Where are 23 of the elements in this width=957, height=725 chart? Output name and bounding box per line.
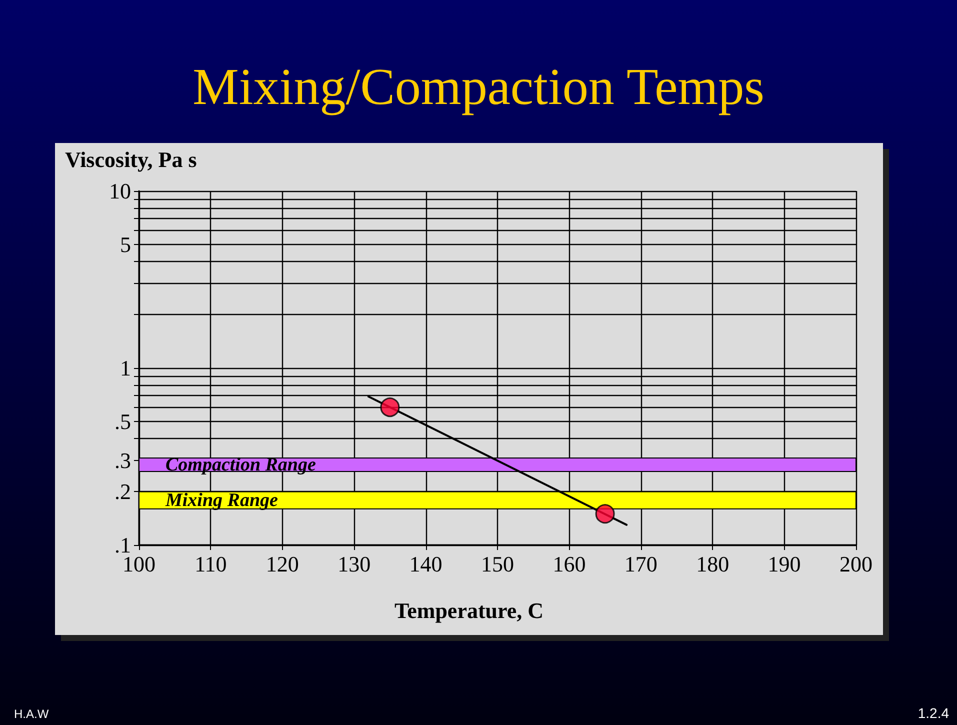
band-label: Mixing Range xyxy=(164,490,279,511)
x-tick-label: 120 xyxy=(266,552,299,576)
x-tick-label: 160 xyxy=(552,552,586,576)
x-tick-label: 190 xyxy=(768,552,801,576)
y-tick-label: .2 xyxy=(114,479,131,504)
y-tick-label: .5 xyxy=(114,408,131,434)
x-tick-label: 140 xyxy=(409,552,442,576)
y-tick-label: 10 xyxy=(109,178,131,204)
x-tick-label: 170 xyxy=(624,552,658,576)
chart-title: Mixing/Compaction Temps xyxy=(192,58,766,117)
x-tick-label: 130 xyxy=(338,552,371,576)
x-tick-label: 200 xyxy=(840,552,872,576)
y-tick-label: 5 xyxy=(120,232,131,257)
x-axis-title: Temperature, C xyxy=(393,598,545,624)
y-tick-label: 1 xyxy=(120,356,131,380)
y-axis-title: Viscosity, Pa s xyxy=(65,147,197,173)
x-tick-label: 180 xyxy=(696,552,730,576)
x-tick-label: 150 xyxy=(481,552,514,576)
y-tick-label: .3 xyxy=(114,448,131,474)
x-tick-label: 110 xyxy=(194,552,227,576)
band-label: Compaction Range xyxy=(166,454,316,476)
text: 1.2.4 xyxy=(918,705,949,721)
text: H.A.W xyxy=(14,707,49,721)
